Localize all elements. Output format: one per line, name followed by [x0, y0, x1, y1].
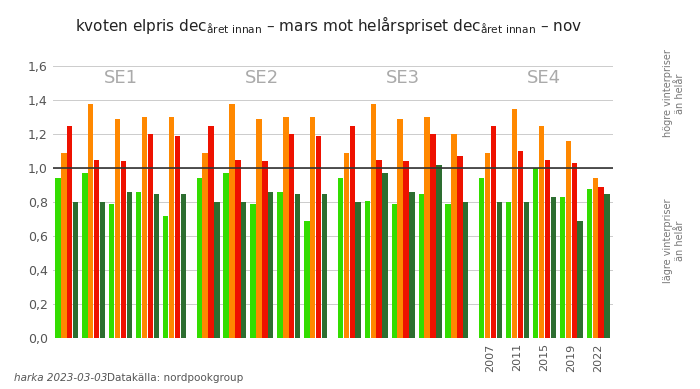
Bar: [316, 136, 321, 338]
Bar: [338, 179, 343, 338]
Bar: [377, 160, 382, 338]
Bar: [463, 202, 468, 338]
Bar: [403, 161, 409, 338]
Bar: [223, 173, 229, 338]
Bar: [391, 204, 397, 338]
Bar: [88, 103, 94, 338]
Bar: [109, 204, 115, 338]
Bar: [100, 202, 105, 338]
Bar: [202, 153, 208, 338]
Bar: [571, 163, 577, 338]
Bar: [550, 197, 556, 338]
Bar: [169, 117, 174, 338]
Bar: [479, 179, 484, 338]
Text: harka 2023-03-03: harka 2023-03-03: [14, 373, 107, 383]
Bar: [518, 151, 523, 338]
Bar: [560, 197, 565, 338]
Text: SE4: SE4: [527, 69, 561, 87]
Text: SE3: SE3: [386, 69, 420, 87]
Bar: [82, 173, 88, 338]
Bar: [457, 156, 463, 338]
Bar: [115, 119, 120, 338]
Bar: [256, 119, 262, 338]
Text: Datakälla: nordpookgroup: Datakälla: nordpookgroup: [94, 373, 244, 383]
Bar: [593, 179, 598, 338]
Bar: [424, 117, 430, 338]
Bar: [410, 192, 414, 338]
Bar: [370, 103, 376, 338]
Bar: [506, 202, 512, 338]
Bar: [121, 161, 126, 338]
Bar: [365, 201, 370, 338]
Bar: [344, 153, 349, 338]
Text: högre vinterpriser
än helår: högre vinterpriser än helår: [664, 49, 685, 137]
Text: SE2: SE2: [245, 69, 279, 87]
Bar: [452, 134, 456, 338]
Bar: [398, 119, 403, 338]
Bar: [235, 160, 241, 338]
Bar: [153, 194, 159, 338]
Bar: [349, 126, 355, 338]
Text: SE1: SE1: [104, 69, 138, 87]
Text: kvoten elpris dec$_{\mathregular{året\ innan}}$ – mars mot helårspriset dec$_{\m: kvoten elpris dec$_{\mathregular{året\ i…: [76, 14, 582, 36]
Bar: [304, 221, 309, 338]
Bar: [598, 187, 604, 338]
Bar: [214, 202, 220, 338]
Bar: [94, 160, 99, 338]
Bar: [241, 202, 246, 338]
Bar: [268, 192, 274, 338]
Bar: [181, 194, 186, 338]
Bar: [283, 117, 288, 338]
Bar: [578, 221, 583, 338]
Bar: [142, 117, 147, 338]
Bar: [566, 141, 571, 338]
Bar: [73, 202, 78, 338]
Bar: [148, 134, 153, 338]
Bar: [322, 194, 327, 338]
Bar: [310, 117, 316, 338]
Bar: [251, 204, 256, 338]
Bar: [485, 153, 490, 338]
Bar: [524, 202, 529, 338]
Bar: [289, 134, 295, 338]
Bar: [209, 126, 214, 338]
Bar: [533, 168, 538, 338]
Bar: [230, 103, 235, 338]
Text: lägre vinterpriser
än helår: lägre vinterpriser än helår: [664, 199, 685, 284]
Bar: [67, 126, 72, 338]
Bar: [127, 192, 132, 338]
Bar: [277, 192, 283, 338]
Bar: [539, 126, 544, 338]
Bar: [356, 202, 361, 338]
Bar: [491, 126, 496, 338]
Bar: [197, 179, 202, 338]
Bar: [262, 161, 267, 338]
Bar: [545, 160, 550, 338]
Bar: [436, 165, 442, 338]
Bar: [445, 204, 451, 338]
Bar: [497, 202, 502, 338]
Bar: [430, 134, 435, 338]
Bar: [136, 192, 141, 338]
Bar: [175, 136, 180, 338]
Bar: [512, 109, 517, 338]
Bar: [382, 173, 388, 338]
Bar: [55, 179, 61, 338]
Bar: [587, 189, 592, 338]
Bar: [163, 216, 168, 338]
Bar: [604, 194, 610, 338]
Bar: [295, 194, 300, 338]
Bar: [419, 194, 424, 338]
Bar: [61, 153, 66, 338]
